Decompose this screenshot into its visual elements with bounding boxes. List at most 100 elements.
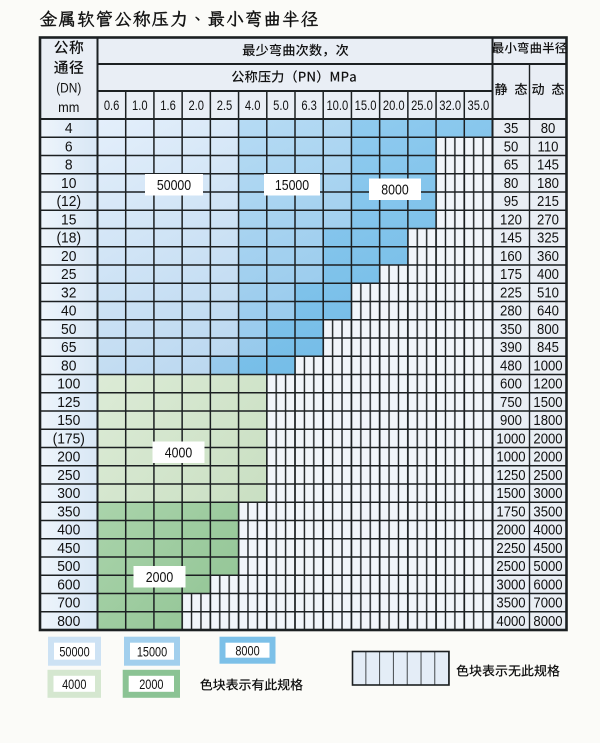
svg-text:50: 50 (504, 139, 519, 155)
svg-text:10: 10 (61, 176, 76, 192)
svg-text:2000: 2000 (146, 569, 173, 585)
svg-text:(DN): (DN) (56, 80, 81, 96)
svg-text:325: 325 (537, 230, 559, 246)
svg-text:150: 150 (57, 413, 80, 429)
svg-text:(12): (12) (56, 194, 81, 210)
svg-text:15000: 15000 (275, 177, 309, 193)
svg-text:390: 390 (500, 340, 522, 356)
svg-text:2500: 2500 (533, 467, 563, 483)
svg-text:50: 50 (61, 322, 76, 338)
svg-text:180: 180 (537, 175, 559, 191)
svg-text:4000: 4000 (62, 677, 86, 693)
svg-text:8000: 8000 (235, 643, 259, 659)
svg-text:145: 145 (537, 157, 559, 173)
svg-text:4.0: 4.0 (245, 98, 261, 113)
svg-text:100: 100 (57, 376, 80, 392)
svg-text:800: 800 (537, 321, 559, 337)
svg-text:110: 110 (538, 139, 559, 155)
svg-text:32.0: 32.0 (439, 98, 461, 113)
svg-text:4000: 4000 (533, 522, 563, 538)
svg-text:450: 450 (57, 541, 80, 557)
svg-text:1750: 1750 (496, 504, 526, 520)
svg-text:1000: 1000 (496, 449, 526, 465)
svg-text:6.3: 6.3 (301, 98, 317, 113)
svg-text:8: 8 (65, 157, 73, 173)
svg-text:2000: 2000 (533, 431, 563, 447)
svg-text:65: 65 (61, 340, 76, 356)
svg-text:1500: 1500 (533, 394, 563, 410)
svg-text:8000: 8000 (533, 613, 563, 629)
svg-text:65: 65 (504, 157, 519, 173)
svg-text:1000: 1000 (496, 431, 526, 447)
svg-text:510: 510 (537, 285, 559, 301)
svg-text:750: 750 (500, 394, 522, 410)
svg-text:80: 80 (61, 358, 76, 374)
svg-text:35.0: 35.0 (468, 98, 490, 113)
svg-text:175: 175 (500, 267, 522, 283)
svg-text:8000: 8000 (381, 181, 408, 197)
svg-text:400: 400 (57, 522, 80, 538)
svg-text:32: 32 (61, 285, 76, 301)
svg-text:80: 80 (504, 175, 519, 191)
svg-text:480: 480 (500, 358, 522, 374)
svg-text:2000: 2000 (533, 449, 563, 465)
svg-text:95: 95 (504, 194, 519, 210)
svg-text:500: 500 (57, 559, 80, 575)
svg-text:600: 600 (500, 376, 522, 392)
svg-text:120: 120 (500, 212, 522, 228)
svg-text:2250: 2250 (496, 540, 526, 556)
svg-text:35: 35 (504, 121, 519, 137)
svg-text:1.0: 1.0 (132, 98, 148, 113)
svg-text:2000: 2000 (139, 677, 163, 693)
svg-text:50000: 50000 (157, 177, 191, 193)
svg-text:5000: 5000 (533, 559, 563, 575)
svg-text:1200: 1200 (533, 376, 563, 392)
svg-text:300: 300 (57, 486, 80, 502)
svg-text:7000: 7000 (533, 595, 563, 611)
svg-text:20.0: 20.0 (383, 98, 405, 113)
svg-text:25: 25 (61, 267, 76, 283)
svg-text:1500: 1500 (496, 486, 526, 502)
svg-text:mm: mm (58, 100, 79, 116)
svg-text:225: 225 (500, 285, 522, 301)
svg-text:280: 280 (500, 303, 522, 319)
svg-text:200: 200 (57, 449, 80, 465)
svg-text:3500: 3500 (496, 595, 526, 611)
svg-text:700: 700 (57, 595, 80, 611)
svg-text:2000: 2000 (496, 522, 526, 538)
svg-text:270: 270 (537, 212, 559, 228)
svg-text:15.0: 15.0 (355, 98, 377, 113)
svg-text:20: 20 (61, 249, 76, 265)
svg-text:4000: 4000 (165, 444, 192, 460)
svg-text:80: 80 (541, 121, 556, 137)
svg-text:6000: 6000 (533, 577, 563, 593)
svg-text:40: 40 (61, 303, 76, 319)
svg-text:2.5: 2.5 (217, 98, 233, 113)
svg-text:900: 900 (500, 413, 522, 429)
svg-text:4: 4 (65, 121, 73, 137)
svg-text:1.6: 1.6 (160, 98, 176, 113)
svg-text:400: 400 (537, 267, 559, 283)
svg-text:845: 845 (537, 340, 559, 356)
svg-text:0.6: 0.6 (104, 98, 120, 113)
svg-text:125: 125 (57, 395, 80, 411)
svg-text:145: 145 (500, 230, 522, 246)
svg-text:4500: 4500 (533, 540, 563, 556)
svg-text:350: 350 (57, 504, 80, 520)
svg-text:800: 800 (57, 614, 80, 630)
svg-text:10.0: 10.0 (326, 98, 348, 113)
svg-text:15: 15 (61, 212, 76, 228)
svg-text:215: 215 (537, 194, 559, 210)
svg-text:3000: 3000 (496, 577, 526, 593)
svg-text:6: 6 (65, 139, 73, 155)
svg-text:160: 160 (500, 248, 522, 264)
svg-text:3500: 3500 (533, 504, 563, 520)
svg-text:5.0: 5.0 (273, 98, 289, 113)
svg-text:25.0: 25.0 (411, 98, 433, 113)
svg-text:(175): (175) (53, 431, 85, 447)
svg-text:15000: 15000 (137, 644, 167, 660)
svg-text:250: 250 (57, 468, 80, 484)
svg-text:50000: 50000 (59, 644, 89, 660)
svg-text:600: 600 (57, 577, 80, 593)
svg-text:1800: 1800 (533, 413, 563, 429)
